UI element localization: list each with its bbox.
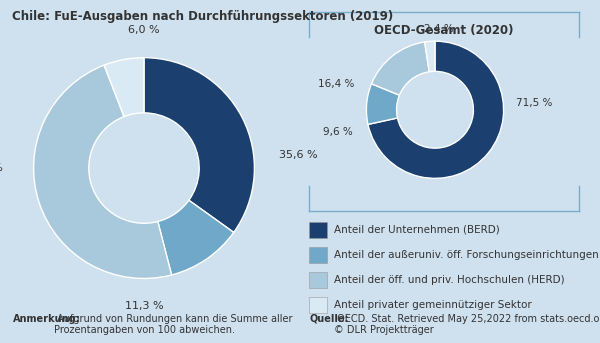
Wedge shape [104,58,144,117]
Text: Chile: FuE-Ausgaben nach Durchführungssektoren (2019): Chile: FuE-Ausgaben nach Durchführungsse… [12,10,393,23]
Text: 11,3 %: 11,3 % [125,301,163,311]
Text: Aufgrund von Rundungen kann die Summe aller
Prozentangaben von 100 abweichen.: Aufgrund von Rundungen kann die Summe al… [54,314,293,335]
Text: 2,4 %: 2,4 % [424,24,454,34]
Text: OECD. Stat. Retrieved May 25,2022 from stats.oecd.org
© DLR Projektträger: OECD. Stat. Retrieved May 25,2022 from s… [334,314,600,335]
Text: Anteil der öff. und priv. Hochschulen (HERD): Anteil der öff. und priv. Hochschulen (H… [334,275,565,285]
Wedge shape [34,65,172,279]
Wedge shape [367,84,400,125]
Text: Anteil privater gemeinnütziger Sektor: Anteil privater gemeinnütziger Sektor [334,300,532,310]
Text: 16,4 %: 16,4 % [317,79,354,89]
Wedge shape [368,41,503,178]
Text: 71,5 %: 71,5 % [516,98,553,108]
Text: 6,0 %: 6,0 % [128,25,160,35]
Text: 9,6 %: 9,6 % [323,127,353,137]
Text: 35,6 %: 35,6 % [278,150,317,160]
Text: Quelle:: Quelle: [309,314,349,324]
Text: OECD-Gesamt (2020): OECD-Gesamt (2020) [374,24,514,37]
Wedge shape [158,200,234,275]
Text: Anteil der außeruniv. öff. Forschungseinrichtungen (GOVERD): Anteil der außeruniv. öff. Forschungsein… [334,250,600,260]
Text: 49,1 %: 49,1 % [0,163,2,173]
Wedge shape [371,42,429,95]
Wedge shape [425,41,435,72]
Wedge shape [144,58,254,233]
Text: Anteil der Unternehmen (BERD): Anteil der Unternehmen (BERD) [334,225,500,235]
Text: Anmerkung:: Anmerkung: [13,314,81,324]
